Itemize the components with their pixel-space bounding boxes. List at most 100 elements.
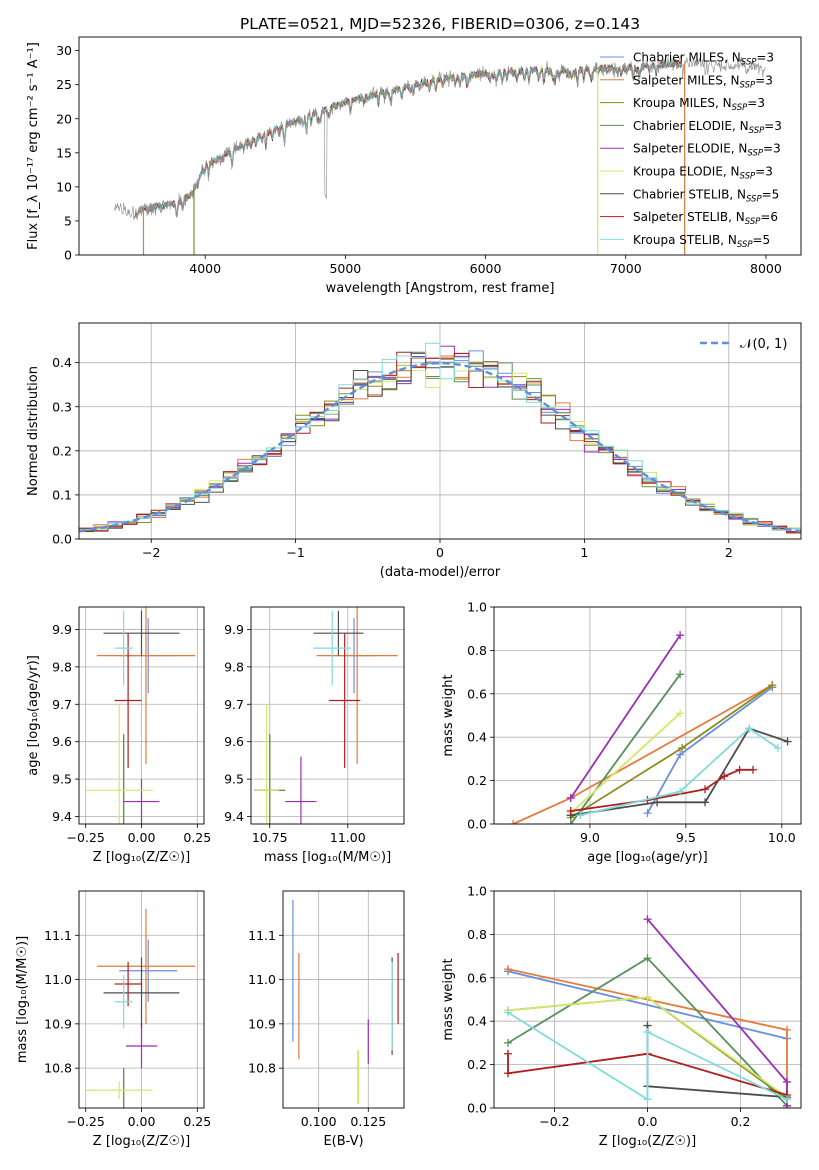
- x-tick-label: 0.25: [183, 830, 211, 845]
- y-tick-label: 0: [64, 248, 72, 263]
- x-tick-label: 4000: [189, 261, 221, 276]
- axes-frame: [493, 890, 802, 1109]
- x-tick-label: −0.25: [67, 830, 105, 845]
- mass-vs-metallicity-panel: −0.25 0.00 0.25 10.8 10.9 11.0 11.1 Z [log₁₀(Z/…: [15, 890, 211, 1149]
- mass-weight-marker: [643, 915, 652, 924]
- x-axis-label: age [log₁₀(age/yr)]: [587, 850, 708, 865]
- axes-frame: [493, 606, 802, 825]
- y-tick-label: 9.5: [52, 772, 72, 787]
- mass-weight-series-line: [507, 1011, 788, 1101]
- legend-label: Kroupa STELIB, NSSP=5: [633, 233, 770, 250]
- model-spectrum-line: [134, 59, 683, 217]
- mass-weight-marker: [735, 765, 744, 774]
- y-tick-label: 9.8: [224, 659, 244, 674]
- errorbar-point: [316, 607, 398, 765]
- x-tick-label: 2: [725, 545, 733, 560]
- mass-weight-marker: [643, 809, 652, 818]
- y-tick-label: 0.3: [52, 399, 72, 414]
- y-tick-label: 0.2: [467, 773, 487, 788]
- plot-area: [503, 915, 792, 1108]
- x-tick-label: −2: [142, 545, 160, 560]
- plot-area: [85, 607, 196, 824]
- y-tick-label: 0.4: [467, 730, 487, 745]
- y-tick-label: 11.1: [44, 928, 72, 943]
- x-tick-label: 9.5: [676, 830, 696, 845]
- mass-weight-marker: [783, 1025, 792, 1034]
- mass-weight-series-line: [646, 1025, 788, 1099]
- plot-area: [79, 342, 801, 534]
- legend-label: Kroupa MILES, NSSP=3: [633, 96, 765, 113]
- plot-area: [85, 908, 196, 1108]
- errorbar-point: [125, 1023, 158, 1069]
- mass-weight-marker: [503, 1038, 512, 1047]
- mass-weight-vs-age-panel: 9.0 9.5 10.0 0.0 0.2 0.4 0.6 0.8 1.0 age [log₁₀(a…: [441, 600, 802, 865]
- x-tick-label: −0.2: [539, 1114, 569, 1129]
- y-tick-label: 1.0: [467, 884, 487, 899]
- axes-frame: [78, 322, 802, 540]
- x-tick-label: 0.2: [731, 1114, 751, 1129]
- x-tick-label: 5000: [329, 261, 361, 276]
- errorbar-point: [119, 939, 178, 1002]
- axes-frame: [282, 890, 405, 1109]
- errorbar-point: [114, 961, 142, 1007]
- y-tick-label: 0.0: [467, 817, 487, 832]
- mass-weight-marker: [676, 787, 685, 796]
- legend-label: 𝒩(0, 1): [740, 337, 787, 352]
- mass-weight-marker: [768, 681, 777, 690]
- y-tick-label: 0.6: [467, 970, 487, 985]
- axes-frame: [78, 890, 205, 1109]
- errorbar-point: [123, 779, 160, 824]
- y-tick-label: 11.1: [248, 928, 276, 943]
- y-tick-label: 15: [56, 145, 72, 160]
- mass-weight-series-line: [570, 712, 681, 814]
- y-axis-label: mass weight: [441, 958, 456, 1040]
- y-tick-label: 0.2: [467, 1057, 487, 1072]
- legend-label: Kroupa ELODIE, NSSP=3: [633, 165, 773, 182]
- x-axis-label: Z [log₁₀(Z/Z☉)]: [93, 850, 190, 865]
- grid-lines: [494, 606, 801, 825]
- y-tick-label: 10: [56, 179, 72, 194]
- y-tick-label: 11.0: [248, 972, 276, 987]
- mass-weight-marker: [503, 1008, 512, 1017]
- mass-weight-marker: [676, 709, 685, 718]
- mass-weight-series-line: [570, 673, 681, 824]
- errorbar-point: [85, 704, 153, 824]
- mass-weight-marker: [653, 798, 662, 807]
- x-tick-label: 11.00: [330, 830, 366, 845]
- legend-label: Chabrier ELODIE, NSSP=3: [633, 119, 782, 136]
- mass-weight-marker: [576, 811, 585, 820]
- y-axis-label: Flux [f_λ 10⁻¹⁷ erg cm⁻² s⁻¹ A⁻¹]: [26, 42, 41, 250]
- x-tick-label: 0: [436, 545, 444, 560]
- mass-weight-marker: [720, 772, 729, 781]
- mass-weight-marker: [701, 785, 710, 794]
- y-tick-label: 5: [64, 213, 72, 228]
- legend-label: Chabrier MILES, NSSP=3: [633, 51, 774, 68]
- grid-lines: [251, 607, 404, 824]
- axes-frame: [250, 606, 405, 825]
- x-axis-label: (data-model)/error: [380, 565, 501, 580]
- x-tick-label: 10.75: [252, 830, 288, 845]
- x-tick-label: 0.125: [350, 1114, 386, 1129]
- age-vs-metallicity-panel: −0.25 0.00 0.25 9.4 9.5 9.6 9.7 9.8 9.9 Z [log₁₀(…: [26, 606, 211, 865]
- axes-frame: [78, 606, 205, 825]
- y-axis-label: mass [log₁₀(M/M☉)]: [15, 936, 30, 1063]
- y-tick-label: 30: [56, 43, 72, 58]
- mass-weight-marker: [676, 631, 685, 640]
- y-tick-label: 9.7: [52, 697, 72, 712]
- y-tick-label: 9.4: [52, 809, 72, 824]
- errorbar-point: [313, 610, 364, 656]
- x-tick-label: 7000: [610, 261, 642, 276]
- y-tick-label: 0.0: [467, 1101, 487, 1116]
- mass-weight-marker: [676, 670, 685, 679]
- mass-weight-marker: [783, 737, 792, 746]
- x-tick-label: 0.25: [183, 1114, 211, 1129]
- mass-weight-series-line: [570, 684, 773, 819]
- y-tick-label: 1.0: [467, 600, 487, 615]
- y-tick-label: 10.9: [44, 1016, 72, 1031]
- errorbar-point: [313, 610, 351, 686]
- y-tick-label: 9.8: [52, 659, 72, 674]
- mass-weight-series-line: [570, 634, 681, 799]
- x-axis-label: wavelength [Angstrom, rest frame]: [326, 281, 555, 296]
- plot-area: [254, 607, 398, 824]
